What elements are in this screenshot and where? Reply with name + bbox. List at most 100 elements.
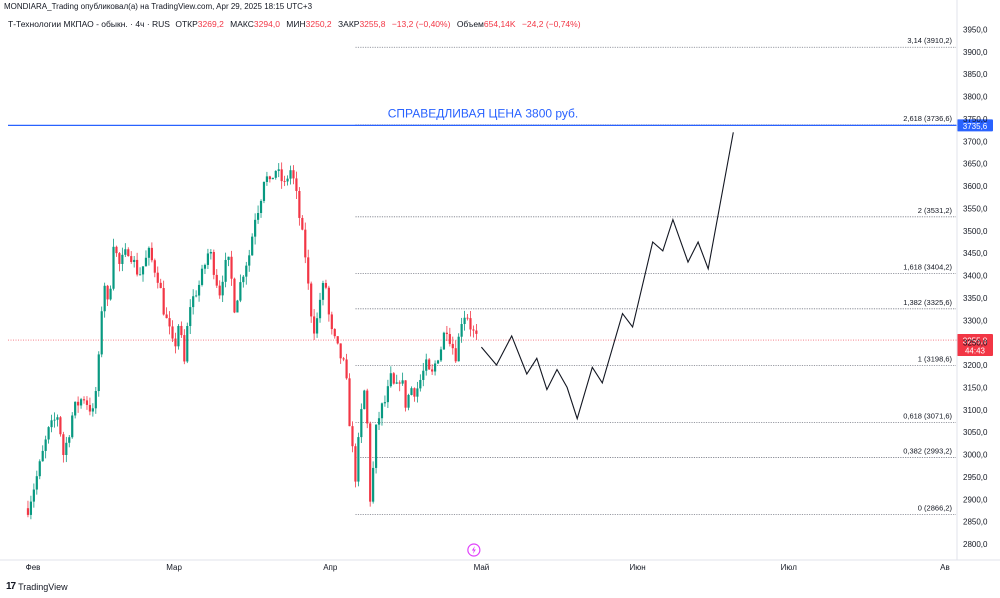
close-value: 3255,8 xyxy=(359,19,386,29)
price-tick-label: 3400,0 xyxy=(963,272,988,281)
candle-body xyxy=(336,336,339,344)
candle-body xyxy=(91,408,94,412)
candle-body xyxy=(475,330,478,334)
candle-body xyxy=(41,450,44,462)
candle-body xyxy=(62,434,65,455)
candle-body xyxy=(419,379,422,389)
fair-price-tag xyxy=(957,119,993,132)
candle-body xyxy=(407,394,410,408)
candle-body xyxy=(212,251,215,275)
volume-value: 654,14K xyxy=(483,19,516,29)
candle-body xyxy=(431,369,434,372)
volume-label: Объем xyxy=(456,19,484,29)
candle-body xyxy=(436,360,440,364)
candle-body xyxy=(159,282,162,289)
price-tick-label: 3450,0 xyxy=(963,249,988,258)
symbol-name[interactable]: Т-Технологии МКПАО - обыкн. · 4ч · RUS xyxy=(8,19,170,29)
fib-level-label: 1 (3198,6) xyxy=(918,355,953,364)
candle-body xyxy=(150,247,153,261)
candle-body xyxy=(127,249,130,257)
candle-body xyxy=(94,391,97,409)
time-tick-label: Апр xyxy=(323,563,338,572)
candle-body xyxy=(454,348,457,362)
candle-body xyxy=(38,461,41,477)
candle-body xyxy=(333,329,336,337)
candle-body xyxy=(268,176,271,180)
candle-body xyxy=(165,314,168,319)
high-value: 3294,0 xyxy=(253,19,280,29)
price-tick-label: 3800,0 xyxy=(963,93,988,102)
candle-body xyxy=(103,285,106,312)
candle-body xyxy=(121,254,124,264)
candle-body xyxy=(283,181,286,182)
candle-body xyxy=(189,307,192,327)
price-tick-label: 3100,0 xyxy=(963,406,988,415)
candle-body xyxy=(386,386,389,403)
candle-body xyxy=(71,415,74,438)
fib-level-label: 0,382 (2993,2) xyxy=(903,447,952,456)
candle-body xyxy=(410,388,413,395)
price-tick-label: 3150,0 xyxy=(963,383,988,392)
candle-body xyxy=(186,326,189,362)
candle-body xyxy=(242,276,245,283)
candle-body xyxy=(88,404,92,412)
publish-caption: MONDIARA_Trading опубликовал(а) на Tradi… xyxy=(4,2,313,11)
candle-body xyxy=(339,343,342,359)
candle-body xyxy=(26,508,30,515)
candle-body xyxy=(171,326,174,339)
change-value: −13,2 (−0,40%) xyxy=(391,19,451,29)
candle-body xyxy=(79,399,83,406)
candle-body xyxy=(374,424,378,468)
candle-body xyxy=(366,390,369,424)
candle-body xyxy=(274,170,277,178)
candle-body xyxy=(44,439,47,451)
tradingview-logo[interactable]: 17 TradingView xyxy=(6,581,68,592)
price-tick-label: 2950,0 xyxy=(963,473,988,482)
candle-body xyxy=(404,380,407,408)
time-tick-label: Фев xyxy=(26,563,41,572)
candle-body xyxy=(192,296,195,308)
volume-change: −24,2 (−0,74%) xyxy=(521,19,581,29)
candle-body xyxy=(389,373,392,387)
candle-body xyxy=(357,437,360,482)
price-tick-label: 3600,0 xyxy=(963,182,988,191)
time-tick-label: Мар xyxy=(166,563,182,572)
candle-body xyxy=(35,476,38,490)
symbol-legend: Т-Технологии МКПАО - обыкн. · 4ч · RUS О… xyxy=(8,19,585,29)
candle-body xyxy=(310,283,313,317)
price-tick-label: 3700,0 xyxy=(963,137,988,146)
candle-body xyxy=(345,359,348,379)
candle-body xyxy=(342,358,345,360)
candle-body xyxy=(118,253,121,264)
candle-body xyxy=(209,251,212,254)
price-tick-label: 3850,0 xyxy=(963,70,988,79)
candle-body xyxy=(221,281,224,296)
last-price-tag xyxy=(957,334,993,357)
candle-body xyxy=(177,325,180,347)
candle-body xyxy=(377,418,381,425)
candle-body xyxy=(29,501,33,515)
price-tick-label: 3900,0 xyxy=(963,48,988,57)
candle-body xyxy=(130,256,133,262)
candle-body xyxy=(277,169,280,171)
candle-body xyxy=(295,178,298,191)
candle-body xyxy=(380,403,384,419)
candle-body xyxy=(124,249,127,255)
candle-body xyxy=(416,388,419,397)
candle-body xyxy=(466,317,469,319)
candle-body xyxy=(298,190,301,218)
price-tick-label: 3250,0 xyxy=(963,339,988,348)
price-tick-label: 3350,0 xyxy=(963,294,988,303)
candle-body xyxy=(68,437,71,443)
candle-body xyxy=(425,359,428,371)
candle-body xyxy=(227,256,230,260)
time-tick-label: Май xyxy=(474,563,490,572)
bar-countdown: 44:43 xyxy=(965,347,986,356)
fib-level-label: 0,618 (3071,6) xyxy=(903,411,952,420)
candle-body xyxy=(354,446,357,482)
candle-body xyxy=(215,274,218,286)
time-tick-label: Ав xyxy=(940,563,950,572)
fib-level-label: 1,618 (3404,2) xyxy=(903,263,952,272)
candle-body xyxy=(457,336,460,362)
